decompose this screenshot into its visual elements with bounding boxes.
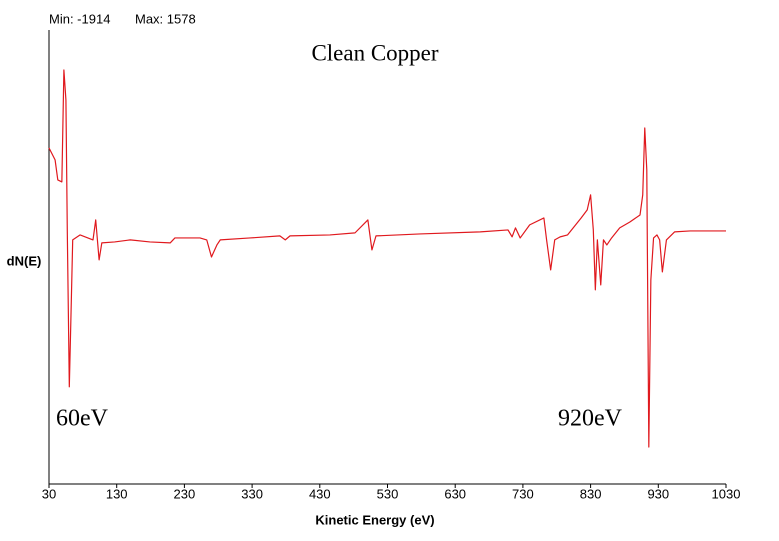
x-tick-label: 630 [444, 486, 466, 501]
min-label: Min: -1914 [49, 11, 110, 26]
x-tick-label: 130 [106, 486, 128, 501]
annotation: 60eV [56, 406, 109, 432]
x-tick-label: 430 [309, 486, 331, 501]
data-line [48, 69, 726, 448]
x-tick-label: 230 [174, 486, 196, 501]
max-label: Max: 1578 [135, 11, 196, 26]
x-tick-label: 30 [42, 486, 56, 501]
chart-title: Clean Copper [311, 40, 438, 65]
x-tick-label: 330 [241, 486, 263, 501]
x-tick-label: 730 [512, 486, 534, 501]
annotation: 920eV [558, 406, 623, 432]
x-tick-label: 530 [377, 486, 399, 501]
y-axis-label: dN(E) [7, 253, 42, 268]
x-tick-label: 1030 [712, 486, 741, 501]
x-axis-label: Kinetic Energy (eV) [315, 512, 434, 527]
x-tick-label: 930 [647, 486, 669, 501]
x-tick-label: 830 [580, 486, 602, 501]
